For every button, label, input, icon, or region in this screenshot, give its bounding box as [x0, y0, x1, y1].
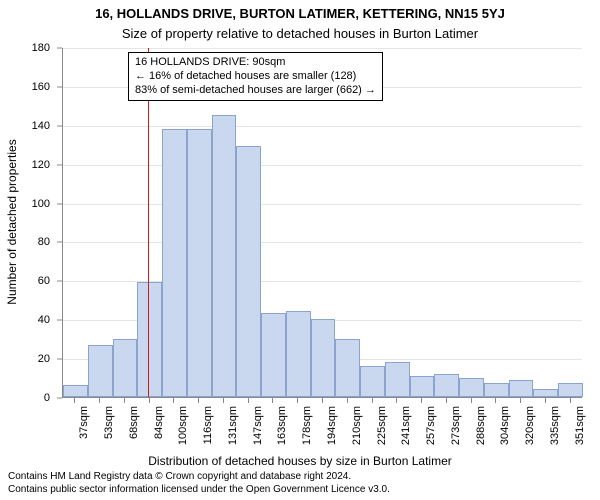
x-tick-label: 53sqm	[103, 406, 115, 456]
histogram-bar	[434, 374, 459, 397]
annotation-line: 83% of semi-detached houses are larger (…	[135, 84, 376, 98]
x-tick-mark	[272, 398, 273, 403]
x-tick-label: 257sqm	[425, 406, 437, 456]
x-tick-label: 320sqm	[524, 406, 536, 456]
y-tick-label: 80	[0, 236, 50, 248]
x-tick-label: 273sqm	[450, 406, 462, 456]
x-tick-label: 288sqm	[475, 406, 487, 456]
x-tick-mark	[495, 398, 496, 403]
reference-annotation: 16 HOLLANDS DRIVE: 90sqm ← 16% of detach…	[128, 52, 383, 101]
histogram-bar	[410, 376, 435, 397]
histogram-bar	[533, 389, 558, 397]
histogram-bar	[558, 383, 583, 397]
histogram-bar	[459, 378, 484, 397]
y-axis-label: Number of detached properties	[5, 47, 19, 397]
histogram-bar	[236, 146, 261, 397]
x-tick-mark	[545, 398, 546, 403]
y-tick-label: 140	[0, 120, 50, 132]
y-tick-mark	[57, 164, 62, 165]
x-tick-label: 68sqm	[128, 406, 140, 456]
x-tick-label: 225sqm	[376, 406, 388, 456]
x-tick-mark	[347, 398, 348, 403]
y-tick-mark	[57, 203, 62, 204]
annotation-line: 16 HOLLANDS DRIVE: 90sqm	[135, 56, 376, 70]
y-tick-mark	[57, 359, 62, 360]
x-tick-mark	[124, 398, 125, 403]
x-tick-label: 210sqm	[351, 406, 363, 456]
histogram-bar	[113, 339, 138, 397]
x-tick-mark	[198, 398, 199, 403]
chart-title-line2: Size of property relative to detached ho…	[0, 26, 600, 41]
x-tick-label: 304sqm	[499, 406, 511, 456]
x-tick-mark	[223, 398, 224, 403]
x-tick-mark	[446, 398, 447, 403]
x-tick-mark	[173, 398, 174, 403]
histogram-bar	[162, 129, 187, 397]
histogram-bar	[63, 385, 88, 397]
y-tick-label: 60	[0, 275, 50, 287]
gridline-h	[63, 126, 582, 127]
x-tick-mark	[520, 398, 521, 403]
histogram-bar	[484, 383, 509, 397]
x-tick-label: 178sqm	[301, 406, 313, 456]
gridline-h	[63, 165, 582, 166]
y-tick-mark	[57, 125, 62, 126]
histogram-bar	[335, 339, 360, 397]
gridline-h	[63, 48, 582, 49]
histogram-bar	[88, 345, 113, 398]
x-tick-label: 335sqm	[549, 406, 561, 456]
x-tick-mark	[74, 398, 75, 403]
histogram-bar	[311, 319, 336, 397]
y-tick-label: 120	[0, 159, 50, 171]
histogram-bar	[187, 129, 212, 397]
histogram-bar	[360, 366, 385, 397]
y-tick-mark	[57, 320, 62, 321]
x-tick-label: 37sqm	[78, 406, 90, 456]
x-tick-mark	[297, 398, 298, 403]
annotation-line: ← 16% of detached houses are smaller (12…	[135, 70, 376, 84]
histogram-bar	[261, 313, 286, 397]
x-tick-label: 241sqm	[400, 406, 412, 456]
x-tick-label: 194sqm	[326, 406, 338, 456]
x-tick-mark	[372, 398, 373, 403]
gridline-h	[63, 204, 582, 205]
x-tick-mark	[570, 398, 571, 403]
y-tick-label: 100	[0, 198, 50, 210]
x-tick-label: 116sqm	[202, 406, 214, 456]
y-tick-mark	[57, 48, 62, 49]
x-tick-mark	[149, 398, 150, 403]
histogram-bar	[385, 362, 410, 397]
y-tick-mark	[57, 398, 62, 399]
x-tick-mark	[421, 398, 422, 403]
x-tick-label: 84sqm	[153, 406, 165, 456]
y-tick-label: 20	[0, 353, 50, 365]
x-tick-label: 351sqm	[574, 406, 586, 456]
histogram-bar	[509, 380, 534, 398]
histogram-bar	[137, 282, 162, 397]
x-tick-label: 100sqm	[177, 406, 189, 456]
x-tick-mark	[322, 398, 323, 403]
y-tick-mark	[57, 281, 62, 282]
x-tick-mark	[99, 398, 100, 403]
x-tick-mark	[471, 398, 472, 403]
x-tick-mark	[248, 398, 249, 403]
x-tick-label: 147sqm	[252, 406, 264, 456]
histogram-bar	[212, 115, 237, 397]
x-tick-mark	[396, 398, 397, 403]
footer-line: Contains HM Land Registry data © Crown c…	[8, 470, 390, 483]
x-axis-label: Distribution of detached houses by size …	[0, 454, 600, 468]
histogram-bar	[286, 311, 311, 397]
chart-title-line1: 16, HOLLANDS DRIVE, BURTON LATIMER, KETT…	[0, 6, 600, 21]
y-tick-label: 0	[0, 392, 50, 404]
gridline-h	[63, 242, 582, 243]
y-tick-label: 40	[0, 314, 50, 326]
y-tick-label: 180	[0, 42, 50, 54]
y-tick-mark	[57, 242, 62, 243]
y-tick-mark	[57, 86, 62, 87]
x-tick-label: 163sqm	[276, 406, 288, 456]
y-tick-label: 160	[0, 81, 50, 93]
x-tick-label: 131sqm	[227, 406, 239, 456]
footer-line: Contains public sector information licen…	[8, 483, 390, 496]
footer-credits: Contains HM Land Registry data © Crown c…	[8, 470, 390, 496]
